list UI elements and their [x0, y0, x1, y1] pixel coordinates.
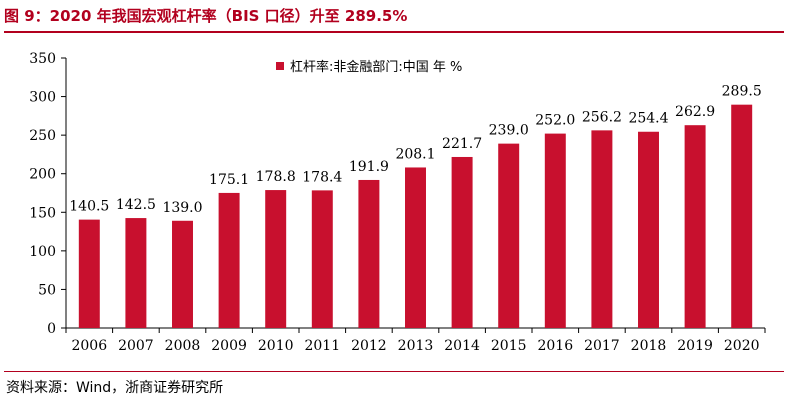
x-tick-label-2013: 2013 — [398, 338, 434, 354]
bar-2015 — [498, 143, 520, 328]
data-label-2011: 178.4 — [302, 169, 342, 185]
data-labels: 140.5 142.5 139.0 175.1 178.8 178.4 191.9 208.1… — [69, 84, 761, 216]
bar-2016 — [544, 133, 566, 328]
data-label-2010: 178.8 — [256, 169, 296, 185]
title-underline — [4, 31, 784, 33]
source-divider — [4, 371, 784, 372]
data-label-2015: 239.0 — [489, 123, 529, 139]
bar-chart: 杠杆率:非金融部门:中国 年 % 0 50 100 150 200 250 300 350 2… — [29, 51, 766, 354]
x-tick-label-2010: 2010 — [258, 338, 294, 354]
bar-2013 — [405, 167, 426, 328]
data-label-2012: 191.9 — [349, 159, 389, 175]
y-tick-label: 50 — [38, 282, 56, 298]
bar-2006 — [78, 219, 100, 328]
bar-2019 — [684, 125, 706, 328]
source-note: 资料来源：Wind，浙商证券研究所 — [6, 380, 224, 396]
x-tick-label-2007: 2007 — [118, 338, 154, 354]
data-label-2016: 252.0 — [535, 113, 575, 129]
x-tick-label-2017: 2017 — [584, 338, 620, 354]
y-tick-label: 250 — [29, 128, 56, 144]
bar-2007 — [125, 218, 147, 328]
legend-swatch — [276, 62, 284, 70]
data-label-2009: 175.1 — [209, 172, 249, 188]
data-label-2007: 142.5 — [116, 197, 156, 213]
bar-2018 — [638, 131, 659, 328]
data-label-2006: 140.5 — [69, 199, 109, 215]
x-tick-label-2011: 2011 — [304, 338, 340, 354]
bar-2009 — [218, 192, 240, 328]
x-tick-label-2006: 2006 — [71, 338, 107, 354]
y-tick-label: 150 — [29, 205, 56, 221]
x-tick-label-2018: 2018 — [631, 338, 667, 354]
bar-2020 — [731, 104, 753, 329]
y-tick-label: 200 — [29, 167, 56, 183]
x-axis: 2006 2007 2008 2009 2010 2011 2012 2013 2014 2015… — [65, 327, 766, 354]
bar-2010 — [265, 190, 287, 328]
y-tick-label: 300 — [29, 90, 56, 106]
x-tick-label-2008: 2008 — [165, 338, 201, 354]
bar-2014 — [451, 156, 473, 328]
figure-title: 图 9：2020 年我国宏观杠杆率（BIS 口径）升至 289.5% — [4, 7, 408, 25]
bars — [78, 104, 753, 329]
x-tick-label-2009: 2009 — [211, 338, 247, 354]
data-label-2020: 289.5 — [722, 84, 762, 100]
bar-2008 — [172, 220, 193, 328]
y-tick-label: 350 — [29, 51, 56, 67]
data-label-2008: 139.0 — [162, 200, 202, 216]
bar-2017 — [591, 130, 613, 328]
data-label-2013: 208.1 — [395, 146, 435, 162]
y-tick-label: 100 — [29, 244, 56, 260]
x-tick-label-2016: 2016 — [537, 338, 573, 354]
x-tick-label-2015: 2015 — [491, 338, 527, 354]
y-axis: 0 50 100 150 200 250 300 350 — [29, 51, 67, 337]
data-label-2019: 262.9 — [675, 104, 715, 120]
x-tick-label-2014: 2014 — [444, 338, 480, 354]
x-tick-label-2012: 2012 — [351, 338, 387, 354]
data-label-2014: 221.7 — [442, 136, 482, 152]
bar-2011 — [311, 190, 333, 328]
data-label-2017: 256.2 — [582, 109, 622, 125]
legend: 杠杆率:非金融部门:中国 年 % — [276, 59, 462, 75]
data-label-2018: 254.4 — [628, 111, 668, 127]
x-tick-label-2019: 2019 — [677, 338, 713, 354]
bar-2012 — [358, 179, 380, 328]
y-tick-label: 0 — [47, 321, 56, 337]
x-tick-label-2020: 2020 — [724, 338, 760, 354]
legend-label: 杠杆率:非金融部门:中国 年 % — [290, 59, 462, 75]
